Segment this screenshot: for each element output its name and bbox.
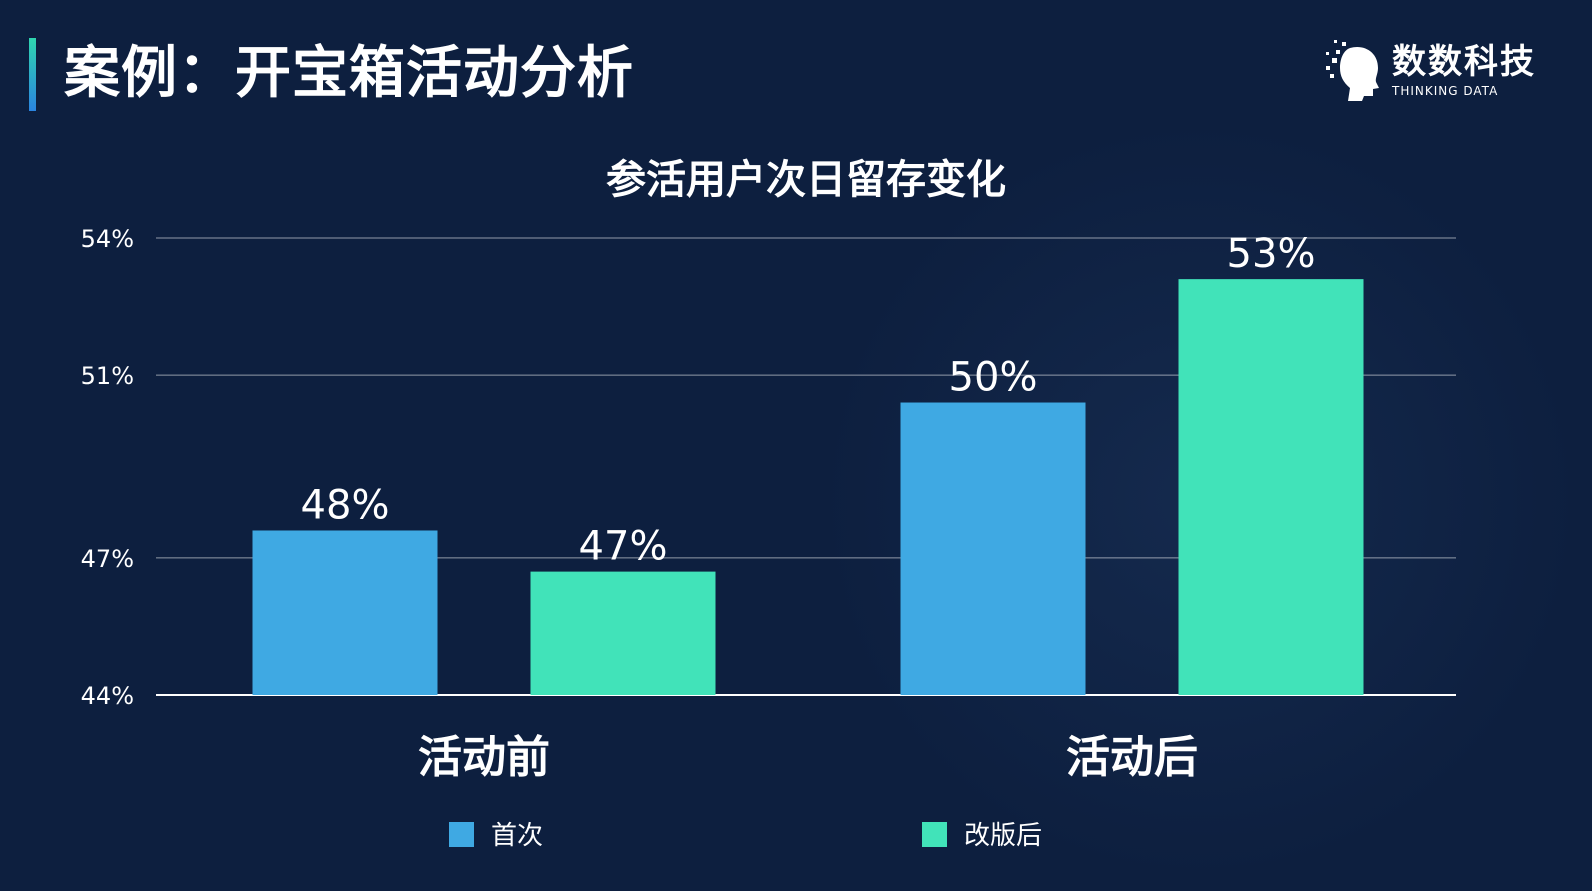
bar — [900, 402, 1086, 695]
head-logo-icon — [1326, 40, 1379, 101]
title-accent-bar — [29, 38, 36, 111]
legend-label: 首次 — [491, 821, 543, 851]
bar-value-label: 50% — [949, 355, 1038, 401]
chart-title: 参活用户次日留存变化 — [606, 157, 1006, 203]
y-axis-ticks: 44% 47% 51% 54% — [81, 225, 134, 710]
legend-swatch — [922, 822, 947, 847]
bar-value-label: 53% — [1227, 231, 1316, 277]
legend: 首次 改版后 — [449, 821, 1042, 851]
y-tick-label: 47% — [81, 545, 134, 573]
bars: 48% 50% 47% 53% — [252, 231, 1364, 695]
bar — [252, 530, 438, 695]
company-logo: 数数科技 THINKING DATA — [1326, 38, 1556, 102]
x-category-label: 活动后 — [1066, 732, 1198, 783]
bar-value-label: 47% — [579, 524, 668, 570]
x-category-label: 活动前 — [418, 732, 550, 783]
logo-chinese-name: 数数科技 — [1392, 42, 1536, 82]
y-tick-label: 54% — [81, 225, 134, 253]
bar — [530, 571, 716, 695]
logo-english-name: THINKING DATA — [1392, 84, 1499, 98]
legend-label: 改版后 — [964, 821, 1042, 851]
legend-swatch — [449, 822, 474, 847]
bar-value-label: 48% — [301, 482, 390, 528]
bar — [1178, 279, 1364, 695]
page-title: 案例：开宝箱活动分析 — [64, 41, 634, 106]
category-labels: 活动前 活动后 — [418, 732, 1198, 783]
y-tick-label: 51% — [81, 362, 134, 390]
y-tick-label: 44% — [81, 682, 134, 710]
